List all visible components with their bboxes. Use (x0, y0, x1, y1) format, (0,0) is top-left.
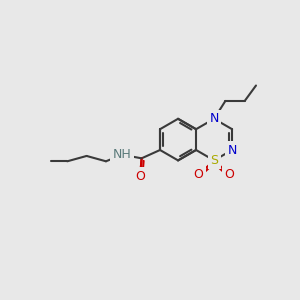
Text: O: O (225, 168, 235, 181)
Text: O: O (135, 170, 145, 183)
Text: NH: NH (113, 148, 132, 161)
Text: N: N (209, 112, 219, 125)
Text: N: N (227, 143, 237, 157)
Text: O: O (194, 168, 204, 181)
Text: S: S (210, 154, 218, 167)
